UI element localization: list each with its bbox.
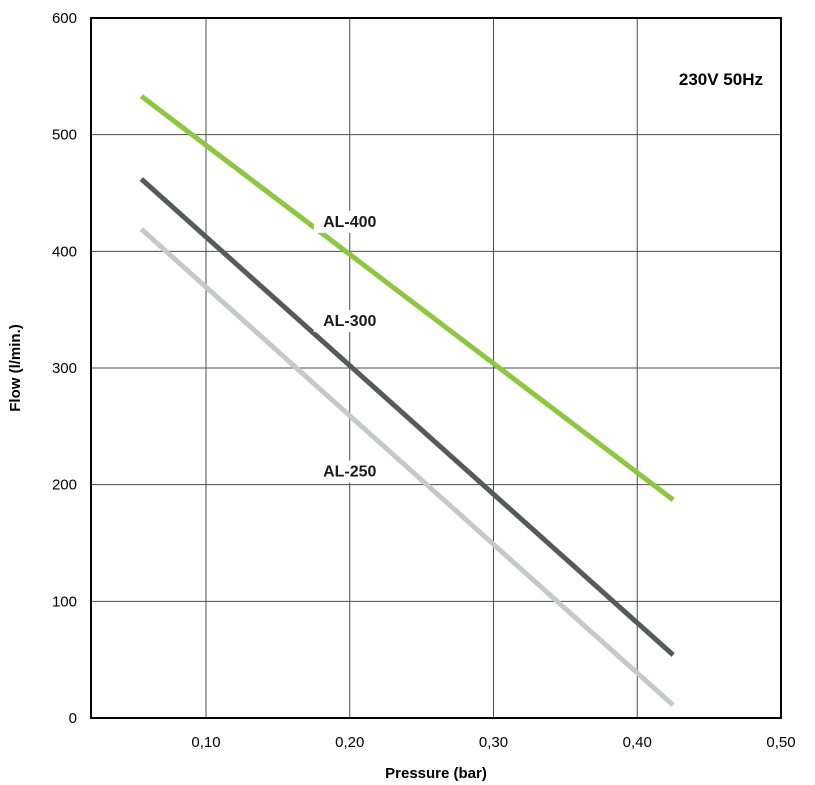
x-tick-label: 0,40: [623, 734, 652, 751]
y-tick-label: 600: [52, 10, 77, 27]
series-labels: AL-400 AL-300 AL-250: [313, 210, 386, 483]
series-line-al-250: [139, 227, 675, 708]
series-label-backdrop: [313, 310, 386, 332]
series-label-al-400: AL-400: [323, 214, 376, 231]
x-tick-label: 0,50: [766, 734, 795, 751]
y-tick-label: 0: [69, 710, 77, 727]
y-axis-label: Flow (l/min.): [7, 324, 24, 412]
x-tick-label: 0,10: [191, 734, 220, 751]
y-tick-label: 400: [52, 243, 77, 260]
x-tick-label: 0,20: [335, 734, 364, 751]
annotation-voltage: 230V 50Hz: [679, 70, 763, 89]
series-label-al-300: AL-300: [323, 313, 376, 330]
series-label-al-250: AL-250: [323, 464, 376, 481]
x-tick-label: 0,30: [479, 734, 508, 751]
series-line-al-300: [139, 177, 675, 657]
grid-lines: [91, 17, 782, 719]
series-label-backdrop: [313, 460, 386, 483]
tick-labels: 0,10 0,20 0,30 0,40 0,50 0 100 200 300 400 500 600: [52, 10, 796, 751]
series-layer: [139, 94, 675, 708]
y-tick-label: 200: [52, 477, 77, 494]
y-tick-label: 500: [52, 127, 77, 144]
plot-frame: [90, 17, 782, 719]
y-tick-label: 100: [52, 593, 77, 610]
series-label-backdrop: [313, 210, 386, 233]
series-line-al-400: [139, 94, 675, 502]
y-tick-label: 300: [52, 360, 77, 377]
x-axis-label: Pressure (bar): [385, 765, 487, 782]
